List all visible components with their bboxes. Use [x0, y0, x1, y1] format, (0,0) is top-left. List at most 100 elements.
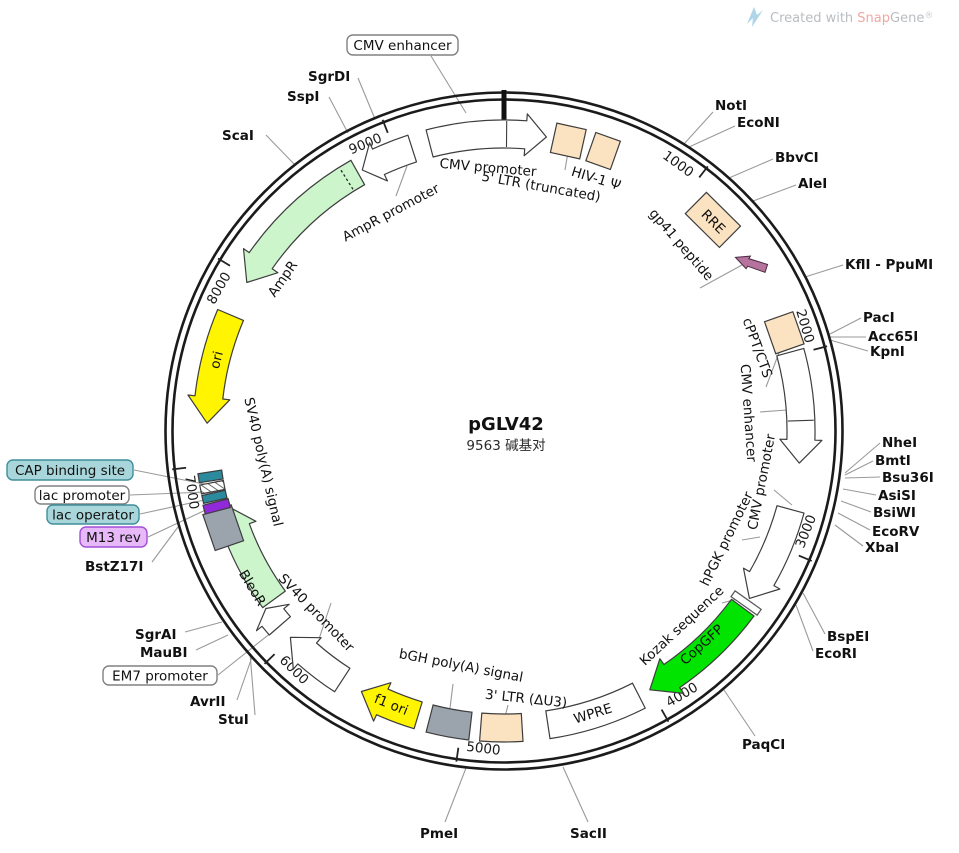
site-label-BstZ17I: BstZ17I — [85, 559, 143, 575]
leader-lines — [129, 55, 881, 823]
site-label-EcoNI: EcoNI — [737, 115, 780, 131]
cmv-enhancer-inner-label: CMV enhancer — [737, 363, 760, 462]
site-label-MauBI: MauBI — [140, 645, 187, 661]
site-label-SgrAI: SgrAI — [135, 627, 177, 643]
sv40-promoter-leader — [317, 602, 332, 643]
f1-ori-arrow — [360, 682, 423, 730]
em7-promoter-arrow — [255, 603, 291, 636]
site-label-Bsu36I: Bsu36I — [882, 470, 934, 486]
tick-9000 — [381, 119, 389, 134]
cmv-enhancer-callout-label: CMV enhancer — [353, 38, 452, 54]
site-label-AleI: AleI — [798, 176, 827, 192]
wpre-box — [545, 682, 647, 740]
ampr-arrow-dotted-divider — [339, 168, 354, 190]
hiv1-psi-box-1 — [549, 122, 587, 160]
site-label-PacI: PacI — [863, 310, 895, 326]
plasmid-size: 9563 碱基对 — [466, 437, 545, 454]
tick-6000 — [263, 653, 276, 665]
tick-label-7000: 7000 — [181, 474, 202, 510]
bgh-polya-box — [425, 704, 473, 741]
kozak-bar — [730, 590, 763, 616]
tick-3000 — [798, 554, 813, 562]
leader-AvrII — [236, 656, 253, 701]
tick-8000 — [217, 257, 231, 267]
leader-NheI — [844, 442, 881, 474]
tick-label-5000: 5000 — [465, 739, 501, 759]
callout-boxes: CMV enhancer EM7 promoter CAP binding site… — [6, 34, 459, 686]
snapgene-watermark: Created with SnapGene® — [747, 7, 933, 27]
leader-BspEI — [802, 592, 826, 635]
leader-BbvCI — [728, 158, 774, 179]
cmv-promoter-5ltr-arrow — [425, 113, 547, 158]
ampr-promoter-arrow — [361, 134, 418, 182]
leader-KpnI — [829, 339, 869, 352]
leader-AleI — [752, 184, 797, 202]
leader-Bsu36I — [844, 476, 881, 479]
ori-arrow — [187, 308, 245, 424]
site-label-SspI: SspI — [287, 89, 319, 105]
feature-shapes — [187, 113, 823, 743]
site-label-AsiSI: AsiSI — [878, 488, 916, 504]
rre-box — [684, 191, 742, 249]
cmv-enhancer-promoter-arrow — [776, 347, 823, 464]
3ltr-du3-label: 3' LTR (ΔU3) — [484, 687, 568, 712]
em7-promoter-callout-label: EM7 promoter — [112, 669, 208, 685]
site-label-NotI: NotI — [715, 98, 747, 114]
tick-2000 — [813, 345, 828, 351]
snapgene-logo-icon — [747, 7, 763, 27]
ampr-promoter-leader — [395, 165, 408, 197]
tick-7000 — [172, 466, 187, 471]
tick-1000 — [698, 165, 709, 179]
cmv-enhancer-callout-box — [346, 34, 459, 56]
lac-promoter-callout-box — [34, 485, 130, 505]
leader-EcoRI — [795, 604, 814, 652]
lac-promoter-bar — [199, 479, 226, 495]
leader-BstZ17I — [151, 526, 179, 563]
cap-binding-site-callout-label: CAP binding site — [15, 463, 125, 479]
leader-PmeI — [444, 767, 467, 823]
leader-PacI — [829, 317, 862, 335]
site-label-BspEI: BspEI — [827, 629, 869, 645]
tick-label-1000: 1000 — [659, 148, 696, 181]
m13-rev-callout-leader — [147, 506, 213, 538]
watermark-text: Created with SnapGene® — [770, 11, 933, 26]
site-label-XbaI: XbaI — [865, 540, 899, 556]
site-label-NheI: NheI — [882, 435, 917, 451]
m13-rev-bar — [202, 498, 232, 515]
cppt-cts-box — [763, 311, 805, 355]
hpgk-leader — [741, 536, 761, 541]
leader-SgrAI — [184, 621, 223, 633]
ori-label: ori — [207, 350, 227, 371]
hiv1-psi-box-2 — [585, 131, 622, 171]
site-label-PaqCI: PaqCI — [742, 737, 785, 753]
site-label-EcoRV: EcoRV — [872, 524, 920, 540]
m13-rev-callout-box — [79, 526, 148, 548]
site-label-Acc65I: Acc65I — [868, 329, 918, 345]
cmv-promoter-inner-leader — [773, 489, 793, 506]
tick-5000 — [455, 747, 460, 762]
site-label-KpnI: KpnI — [870, 344, 905, 360]
lac-operator-bar — [201, 489, 228, 505]
site-label-SgrDI: SgrDI — [308, 69, 350, 85]
lac-promoter-callout-label: lac promoter — [39, 488, 126, 504]
leader-SgrDI — [357, 77, 376, 120]
site-label-PmeI: PmeI — [420, 826, 458, 842]
bgh-leader — [449, 683, 454, 709]
leader-KflI - PpuMI — [804, 264, 844, 278]
tick-4000 — [660, 709, 670, 723]
copgfp-arrow — [649, 598, 755, 694]
leader-XbaI — [834, 524, 864, 547]
leader-ScaI — [265, 134, 296, 166]
3ltr-du3-box — [478, 712, 524, 743]
em7-promoter-callout-leader — [217, 631, 273, 676]
sv40-polya-label: SV40 poly(A) signal — [240, 396, 285, 528]
leader-MauBI — [195, 634, 229, 651]
em7-promoter-callout-box — [102, 665, 218, 686]
cmv-enhancer-inner-leader — [759, 409, 788, 413]
leader-BmtI — [844, 460, 874, 476]
leader-NotI — [683, 111, 714, 145]
site-label-ScaI: ScaI — [222, 128, 254, 144]
ampr-arrow — [242, 159, 366, 284]
site-label-BsiWI: BsiWI — [873, 505, 916, 521]
